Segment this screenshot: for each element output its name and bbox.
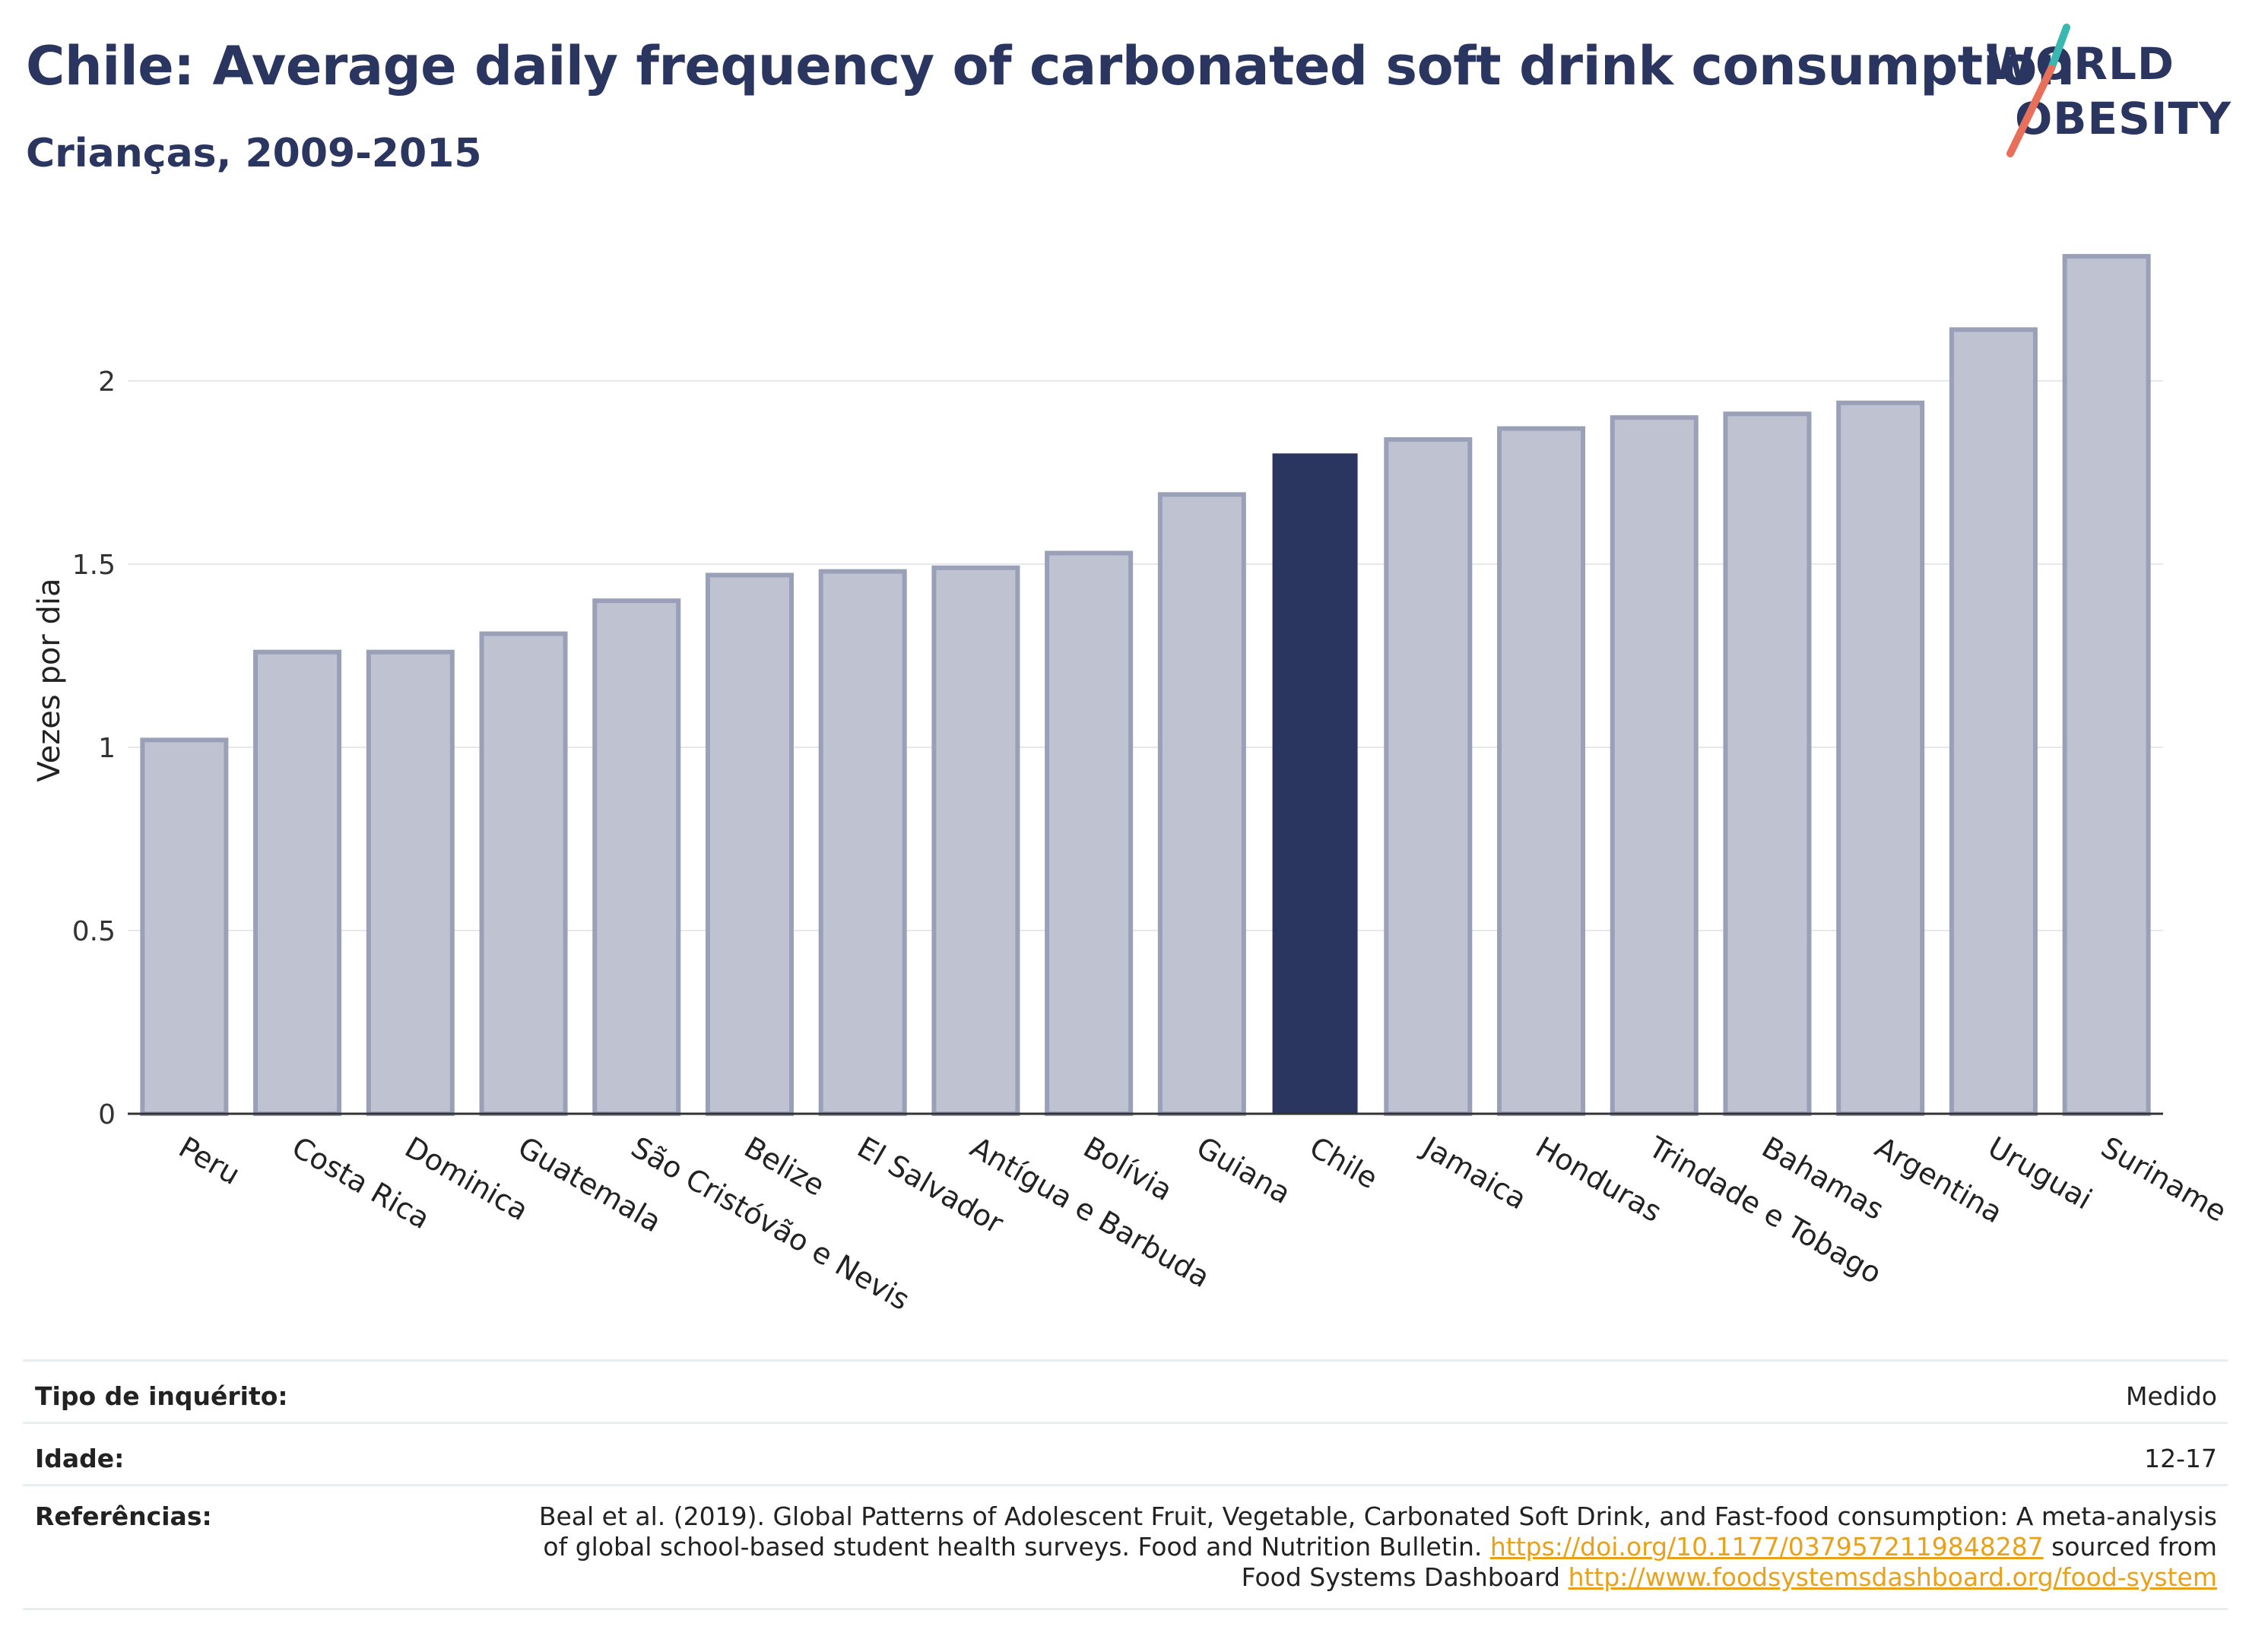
x-tick-label: Honduras bbox=[1531, 1130, 1667, 1229]
survey-type-value: Medido bbox=[2125, 1381, 2217, 1411]
bar-chile[interactable] bbox=[1272, 453, 1358, 1115]
grid-lines bbox=[128, 380, 2163, 931]
bar-el-salvador[interactable] bbox=[818, 569, 907, 1116]
bar-bahamas[interactable] bbox=[1723, 411, 1812, 1116]
reference-text-4: Food Systems Dashboard bbox=[1241, 1562, 1569, 1592]
x-tick-label: Argentina bbox=[1870, 1130, 2009, 1230]
bar-jamaica[interactable] bbox=[1384, 437, 1473, 1116]
food-systems-link[interactable]: http://www.foodsystemsdashboard.org/food… bbox=[1568, 1562, 2217, 1592]
reference-text-1: Beal et al. (2019). Global Patterns of A… bbox=[538, 1501, 2217, 1531]
reference-text-2: of global school-based student health su… bbox=[543, 1532, 1490, 1562]
age-row: Idade: 12-17 bbox=[23, 1422, 2228, 1484]
logo-text-obesity: OBESITY bbox=[2015, 93, 2232, 144]
bar-honduras[interactable] bbox=[1497, 426, 1586, 1117]
metadata-table: Tipo de inquérito: Medido Idade: 12-17 R… bbox=[23, 1359, 2228, 1610]
age-value: 12-17 bbox=[2144, 1444, 2217, 1473]
world-obesity-logo: WORLD OBESITY bbox=[1984, 23, 2235, 160]
x-tick-label: Suriname bbox=[2095, 1130, 2232, 1229]
bars bbox=[140, 254, 2151, 1117]
logo-text-world: WORLD bbox=[1986, 38, 2175, 90]
x-tick-label: Jamaica bbox=[1416, 1130, 1532, 1216]
bar-suriname[interactable] bbox=[2062, 254, 2151, 1117]
x-tick-label: Peru bbox=[173, 1130, 246, 1191]
survey-type-label: Tipo de inquérito: bbox=[35, 1381, 288, 1411]
bar-belize[interactable] bbox=[705, 572, 794, 1116]
y-tick-label: 1 bbox=[98, 733, 116, 764]
bar-guiana[interactable] bbox=[1157, 492, 1246, 1117]
y-tick-label: 0.5 bbox=[72, 916, 116, 947]
x-tick-label: Guiana bbox=[1191, 1130, 1296, 1210]
bar-peru[interactable] bbox=[140, 737, 229, 1116]
x-tick-label: Chile bbox=[1304, 1130, 1383, 1196]
bar-argentina[interactable] bbox=[1836, 400, 1925, 1117]
bar-uruguai[interactable] bbox=[1949, 327, 2038, 1116]
y-tick-label: 2 bbox=[98, 366, 116, 398]
bar-dominica[interactable] bbox=[366, 649, 455, 1116]
y-tick-label: 1.5 bbox=[72, 550, 116, 581]
logo-slash-icon bbox=[2006, 24, 2070, 157]
bar-bol-via[interactable] bbox=[1045, 550, 1134, 1117]
bar-trindade-e-tobago[interactable] bbox=[1610, 415, 1699, 1116]
y-tick-label: 0 bbox=[98, 1099, 116, 1130]
age-label: Idade: bbox=[35, 1444, 125, 1473]
bar-guatemala[interactable] bbox=[479, 631, 568, 1116]
reference-text-3: sourced from bbox=[2043, 1532, 2217, 1562]
x-tick-label: Belize bbox=[738, 1130, 830, 1203]
y-axis-label: Vezes por dia bbox=[32, 579, 67, 782]
bar-s-o-crist-v-o-e-nevis[interactable] bbox=[592, 598, 681, 1116]
references-row: Referências: Beal et al. (2019). Global … bbox=[23, 1484, 2228, 1610]
references-text: Beal et al. (2019). Global Patterns of A… bbox=[539, 1501, 2217, 1608]
bar-costa-rica[interactable] bbox=[253, 649, 342, 1116]
bar-ant-gua-e-barbuda[interactable] bbox=[931, 565, 1020, 1116]
survey-type-row: Tipo de inquérito: Medido bbox=[23, 1359, 2228, 1422]
doi-link[interactable]: https://doi.org/10.1177/0379572119848287 bbox=[1489, 1532, 2044, 1562]
references-label: Referências: bbox=[35, 1501, 212, 1531]
chart-subtitle: Crianças, 2009-2015 bbox=[26, 131, 482, 176]
chart-title: Chile: Average daily frequency of carbon… bbox=[26, 35, 2075, 97]
